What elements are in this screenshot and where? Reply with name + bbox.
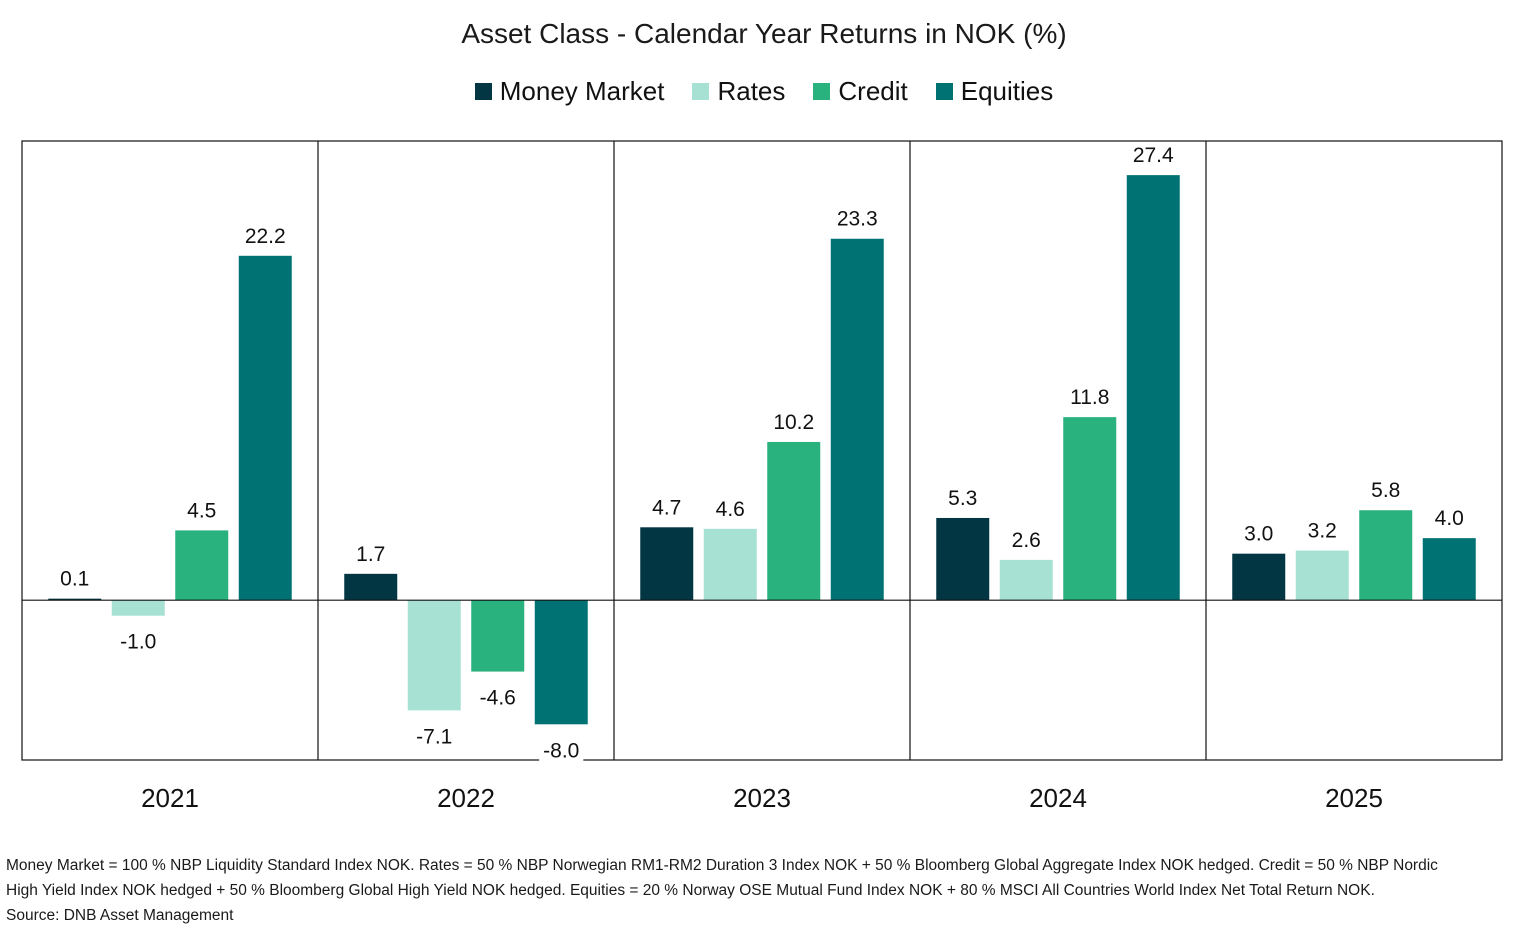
data-label-money-market-2025: 3.0 xyxy=(1244,523,1273,546)
legend-swatch-money-market xyxy=(474,83,492,100)
bar-credit-2021 xyxy=(175,530,229,601)
label-background xyxy=(352,542,390,566)
legend-swatch-equities xyxy=(935,83,953,100)
label-background xyxy=(1007,528,1045,552)
label-background xyxy=(1367,479,1405,503)
label-background xyxy=(769,410,819,434)
bar-rates-2021 xyxy=(111,600,165,616)
label-background xyxy=(1240,522,1278,546)
label-background xyxy=(433,783,499,813)
bar-credit-2024 xyxy=(1063,417,1117,601)
plot-frame xyxy=(21,140,1503,761)
legend-item-money-market: Money Market xyxy=(474,76,665,107)
bar-equities-2025 xyxy=(1422,538,1476,601)
x-tick-label-2023: 2023 xyxy=(733,783,791,813)
label-background xyxy=(183,499,221,523)
label-background xyxy=(944,486,982,510)
data-label-rates-2023: 4.6 xyxy=(716,498,745,521)
data-label-money-market-2021: 0.1 xyxy=(60,568,89,591)
bar-credit-2022 xyxy=(471,600,525,672)
bar-money-market-2024 xyxy=(936,517,990,601)
data-label-credit-2021: 4.5 xyxy=(187,499,216,522)
bar-rates-2025 xyxy=(1295,550,1349,601)
label-background xyxy=(832,207,882,231)
legend-label-money-market: Money Market xyxy=(499,76,665,106)
data-label-credit-2024: 11.8 xyxy=(1070,386,1109,409)
data-label-credit-2023: 10.2 xyxy=(773,411,814,434)
bar-credit-2025 xyxy=(1359,510,1413,601)
chart-title: Asset Class - Calendar Year Returns in N… xyxy=(461,18,1067,49)
data-label-money-market-2023: 4.7 xyxy=(652,496,681,519)
data-label-equities-2021: 22.2 xyxy=(245,225,286,248)
bar-equities-2021 xyxy=(238,255,292,601)
bar-credit-2023 xyxy=(767,441,821,601)
data-label-equities-2024: 27.4 xyxy=(1133,144,1174,167)
x-tick-label-2021: 2021 xyxy=(141,783,199,813)
footnote-line-2: High Yield Index NOK hedged + 50 % Bloom… xyxy=(6,882,1375,899)
label-background xyxy=(1303,519,1341,543)
footnote-source: Source: DNB Asset Management xyxy=(6,907,234,924)
x-tick-label-2022: 2022 xyxy=(437,783,495,813)
bar-equities-2022 xyxy=(534,600,588,725)
bar-money-market-2022 xyxy=(344,573,398,601)
footnote-line-1: Money Market = 100 % NBP Liquidity Stand… xyxy=(6,857,1438,874)
bar-equities-2024 xyxy=(1126,175,1180,601)
label-background xyxy=(116,630,161,654)
label-background xyxy=(1430,507,1468,531)
label-background xyxy=(56,567,94,591)
footnote: Money Market = 100 % NBP Liquidity Stand… xyxy=(6,853,1521,928)
bar-rates-2023 xyxy=(703,528,757,601)
label-background xyxy=(729,783,795,813)
data-label-rates-2024: 2.6 xyxy=(1012,529,1041,552)
label-background xyxy=(539,739,584,763)
x-tick-label-2025: 2025 xyxy=(1325,783,1383,813)
data-label-money-market-2024: 5.3 xyxy=(948,487,977,510)
data-label-equities-2023: 23.3 xyxy=(837,208,878,231)
label-background xyxy=(648,496,686,520)
bar-money-market-2025 xyxy=(1232,553,1286,601)
x-tick-label-2024: 2024 xyxy=(1029,783,1087,813)
legend-label-credit: Credit xyxy=(838,76,908,106)
legend-item-credit: Credit xyxy=(813,76,908,107)
chart-plot: 0.1 -1.0 4.5 22.2 2021 1.7 -7.1 -4.6 -8.0 2022 4.7… xyxy=(21,140,1503,813)
data-label-rates-2021: -1.0 xyxy=(120,631,156,654)
legend-swatch-credit xyxy=(813,83,831,100)
legend-swatch-rates xyxy=(692,83,710,100)
bar-rates-2024 xyxy=(999,559,1053,601)
bar-rates-2022 xyxy=(407,600,461,711)
bar-money-market-2023 xyxy=(640,527,694,601)
label-background xyxy=(711,497,749,521)
legend-label-rates: Rates xyxy=(717,76,786,106)
label-background xyxy=(475,686,520,710)
label-background xyxy=(1025,783,1091,813)
label-background xyxy=(1066,386,1114,410)
label-background xyxy=(137,783,203,813)
label-background xyxy=(240,224,290,248)
data-label-rates-2025: 3.2 xyxy=(1308,520,1337,543)
data-label-equities-2025: 4.0 xyxy=(1435,507,1464,530)
data-label-credit-2022: -4.6 xyxy=(480,687,516,710)
data-label-money-market-2022: 1.7 xyxy=(356,543,385,566)
data-label-rates-2022: -7.1 xyxy=(416,725,452,748)
data-label-credit-2025: 5.8 xyxy=(1371,479,1400,502)
legend-label-equities: Equities xyxy=(960,76,1054,106)
label-background xyxy=(1128,144,1179,168)
label-background xyxy=(412,725,457,749)
bar-equities-2023 xyxy=(830,238,884,601)
bar-money-market-2021 xyxy=(48,598,102,601)
legend: Money Market Rates Credit Equities xyxy=(0,76,1528,107)
data-label-equities-2022: -8.0 xyxy=(543,739,579,762)
label-background xyxy=(1321,783,1387,813)
legend-item-rates: Rates xyxy=(692,76,785,107)
legend-item-equities: Equities xyxy=(935,76,1054,107)
